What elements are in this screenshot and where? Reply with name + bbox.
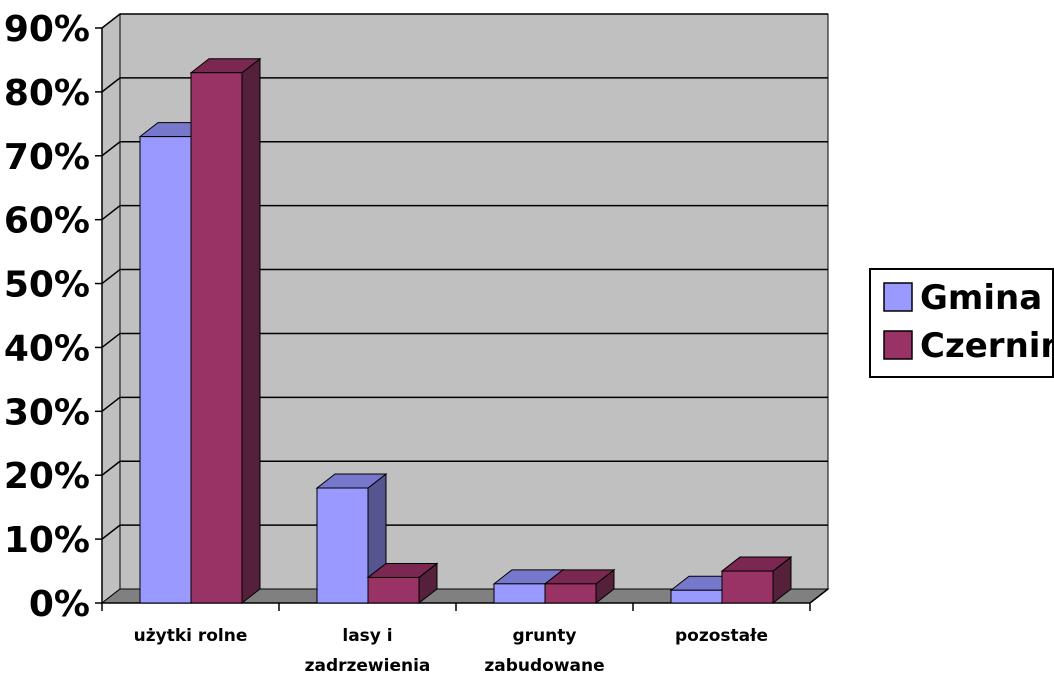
bar-czernin — [189, 57, 262, 605]
gridline — [101, 396, 828, 412]
y-axis-ticks: 0% 10% 20% 30% 40% 50% 60% 70% 80% 90% — [4, 9, 90, 625]
side-wall — [101, 12, 121, 605]
x-tick-label: pozostałe — [675, 626, 768, 646]
gridline — [101, 204, 828, 221]
y-tick-label: 50% — [4, 265, 90, 306]
bar-front — [190, 72, 243, 604]
bar-front — [670, 589, 723, 604]
y-tick-label: 30% — [4, 392, 90, 433]
gridline — [101, 268, 828, 285]
bars — [138, 57, 793, 605]
legend: Gmina Czernin — [869, 268, 1054, 378]
x-tick-label: grunty — [513, 626, 577, 646]
gridline — [101, 460, 828, 476]
bar-front — [367, 576, 420, 604]
y-tick-label: 60% — [4, 201, 90, 242]
gridline — [101, 141, 828, 157]
y-tick-label: 0% — [29, 584, 90, 625]
bar-front — [721, 570, 774, 604]
bar-front — [139, 136, 192, 604]
bar-czernin — [543, 568, 616, 605]
bar-front — [316, 487, 369, 604]
bar-side — [241, 57, 261, 605]
bar-front — [493, 583, 546, 604]
bar-front — [544, 583, 597, 604]
y-tick-label: 20% — [4, 456, 90, 497]
gridline — [101, 13, 828, 29]
legend-label: Czernin — [920, 326, 1054, 366]
bar-gmina — [315, 472, 388, 605]
x-axis-depth — [809, 588, 829, 604]
y-tick-label: 90% — [4, 9, 90, 50]
legend-label: Gmina — [920, 278, 1042, 318]
legend-swatch — [883, 282, 913, 312]
x-tick-label: zadrzewienia — [305, 656, 431, 676]
bar-czernin — [720, 556, 793, 605]
gridline — [101, 524, 828, 540]
y-tick-label: 70% — [4, 137, 90, 178]
x-axis-ticks: użytki rolne lasy i zadrzewienia grunty zabu… — [134, 626, 768, 676]
gridline — [101, 332, 828, 349]
y-tick-label: 80% — [4, 73, 90, 114]
y-tick-label: 40% — [4, 328, 90, 369]
x-tick-label: lasy i — [342, 626, 392, 646]
gridlines — [101, 13, 828, 540]
x-tick-label: użytki rolne — [134, 626, 248, 646]
y-tick-label: 10% — [4, 520, 90, 561]
gridline — [101, 77, 828, 93]
legend-swatch — [883, 330, 913, 360]
x-tick-label: zabudowane — [484, 656, 604, 676]
bar-czernin — [366, 562, 439, 605]
